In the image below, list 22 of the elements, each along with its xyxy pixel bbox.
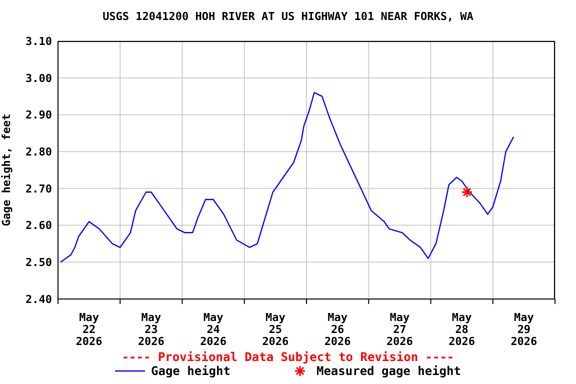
x-tick-label: May 25 2026 (262, 311, 290, 348)
x-tick-label: May 29 2026 (510, 311, 538, 348)
x-tick-label: May 23 2026 (138, 311, 165, 348)
y-tick-label: 2.50 (26, 256, 52, 270)
y-tick-label: 2.60 (26, 219, 52, 232)
y-tick-label: 2.90 (26, 108, 52, 122)
legend-label: Measured gage height (316, 364, 461, 378)
y-tick-label: 3.10 (26, 34, 52, 48)
y-tick-label: 2.70 (26, 182, 52, 196)
y-tick-label: 2.40 (26, 292, 52, 306)
y-tick-label: 2.80 (26, 145, 52, 158)
y-tick-label: 3.00 (26, 72, 52, 85)
line-series (60, 92, 514, 263)
x-tick-label: May 28 2026 (448, 311, 476, 348)
chart-title: USGS 12041200 HOH RIVER AT US HIGHWAY 101 NEAR FORKS, WA (102, 10, 474, 23)
x-tick-label: May 26 2026 (324, 311, 352, 348)
text: ---- Provisional Data Subject to Revision ---- (120, 350, 456, 364)
x-tick-label: May 22 2026 (76, 311, 103, 348)
x-tick-label: May 24 2026 (200, 311, 227, 348)
legend-label: Gage height (151, 364, 230, 378)
x-tick-label: May 27 2026 (386, 311, 414, 348)
y-axis-title: Gage height, feet (0, 114, 13, 226)
